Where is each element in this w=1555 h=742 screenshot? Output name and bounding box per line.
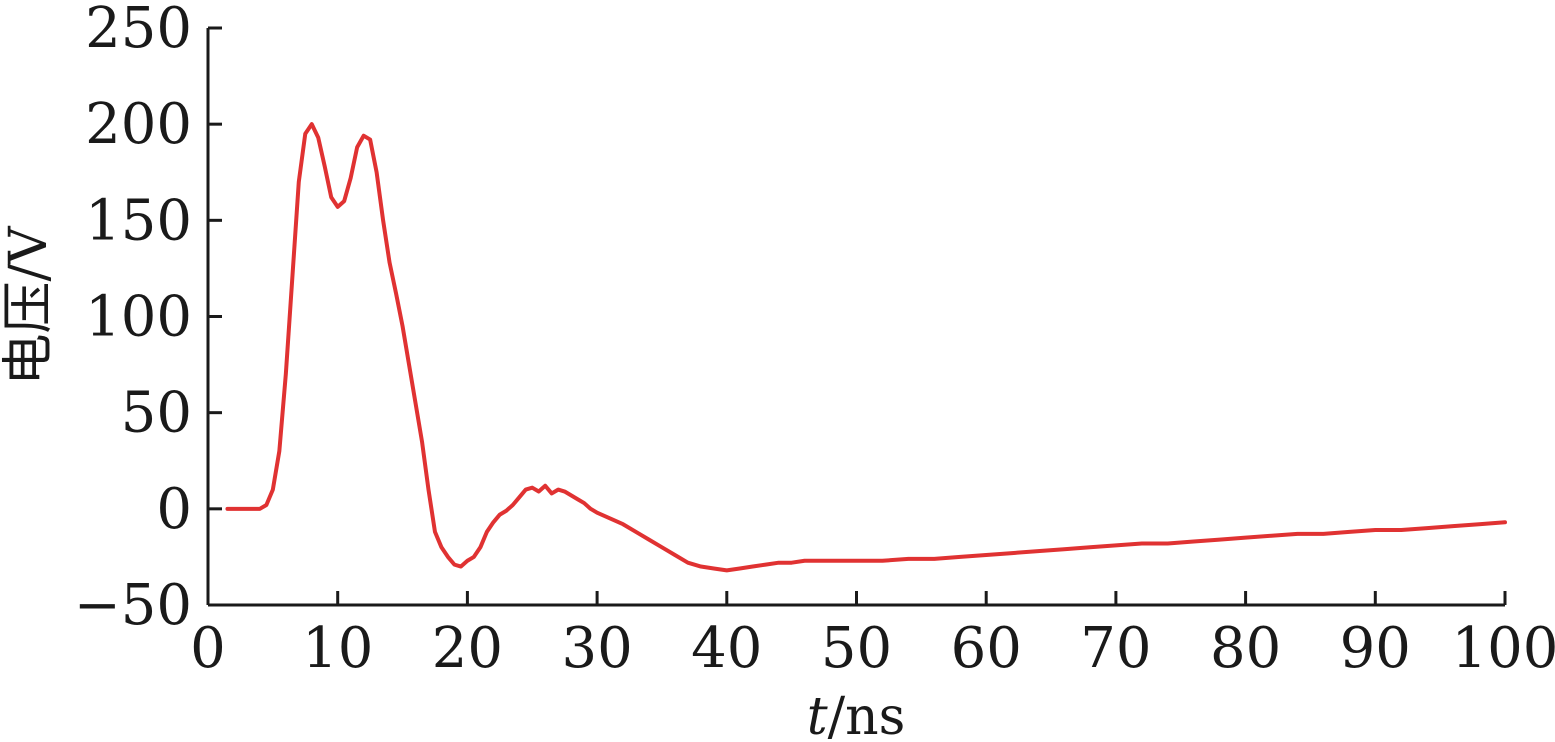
x-tick-label: 10 [302, 616, 373, 681]
y-tick-label: 150 [85, 188, 192, 253]
y-tick-label: −50 [74, 573, 192, 638]
x-axis-unit: /ns [828, 687, 906, 742]
y-tick-label: 0 [156, 477, 192, 542]
x-tick-label: 90 [1340, 616, 1411, 681]
series-line-0 [225, 122, 1507, 573]
x-axis-variable: t [807, 687, 828, 742]
x-tick-label: 0 [190, 616, 226, 681]
series-group [225, 122, 1507, 573]
x-tick-label: 70 [1080, 616, 1151, 681]
y-axis-label: 电压/V [0, 225, 59, 386]
x-tick-label: 20 [432, 616, 503, 681]
y-ticks: −50 0 50 100 150 200 250 [74, 0, 222, 638]
x-ticks: 0 10 20 30 40 50 60 70 80 90 100 [190, 591, 1555, 681]
y-tick-label: 100 [85, 285, 192, 350]
x-tick-label: 50 [821, 616, 892, 681]
x-tick-label: 40 [691, 616, 762, 681]
y-tick-label: 200 [85, 92, 192, 157]
x-tick-label: 80 [1210, 616, 1281, 681]
y-tick-label: 50 [121, 381, 192, 446]
y-tick-label: 250 [85, 0, 192, 61]
x-tick-label: 60 [951, 616, 1022, 681]
x-tick-label: 100 [1452, 616, 1555, 681]
x-axis-label: t/ns [807, 687, 906, 742]
x-tick-label: 30 [561, 616, 632, 681]
